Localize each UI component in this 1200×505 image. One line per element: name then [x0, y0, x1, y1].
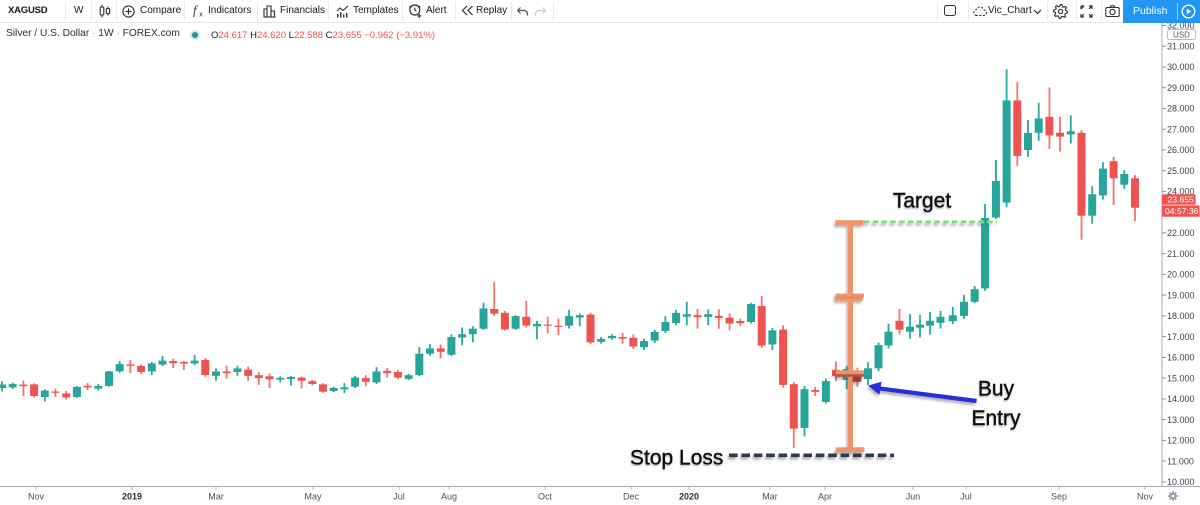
- svg-text:Stop Loss: Stop Loss: [630, 447, 723, 470]
- svg-text:Buy: Buy: [978, 378, 1015, 401]
- svg-text:Jul: Jul: [960, 492, 972, 502]
- svg-text:17.000: 17.000: [1167, 332, 1195, 342]
- svg-text:18.000: 18.000: [1167, 311, 1195, 321]
- svg-text:Mar: Mar: [762, 492, 778, 502]
- svg-text:30.000: 30.000: [1167, 62, 1195, 72]
- svg-text:25.000: 25.000: [1167, 166, 1195, 176]
- svg-text:f: f: [193, 4, 198, 18]
- svg-text:Jun: Jun: [906, 492, 921, 502]
- svg-text:Dec: Dec: [623, 492, 640, 502]
- svg-text:19.000: 19.000: [1167, 290, 1195, 300]
- svg-text:Aug: Aug: [441, 492, 457, 502]
- svg-text:Mar: Mar: [208, 492, 224, 502]
- svg-text:12.000: 12.000: [1167, 436, 1195, 446]
- svg-text:2019: 2019: [122, 492, 142, 502]
- svg-text:22.000: 22.000: [1167, 228, 1195, 238]
- svg-text:21.000: 21.000: [1167, 249, 1195, 259]
- svg-text:20.000: 20.000: [1167, 270, 1195, 280]
- svg-text:29.000: 29.000: [1167, 83, 1195, 93]
- svg-text:23.655: 23.655: [1168, 195, 1195, 205]
- svg-text:Nov: Nov: [1137, 492, 1154, 502]
- svg-text:Apr: Apr: [818, 492, 832, 502]
- svg-text:14.000: 14.000: [1167, 394, 1195, 404]
- svg-text:24.000: 24.000: [1167, 187, 1195, 197]
- svg-text:Target: Target: [893, 190, 952, 213]
- svg-text:Entry: Entry: [971, 407, 1021, 430]
- svg-text:15.000: 15.000: [1167, 373, 1195, 383]
- svg-text:10.000: 10.000: [1167, 477, 1195, 487]
- svg-text:31.000: 31.000: [1167, 41, 1195, 51]
- svg-text:Jul: Jul: [393, 492, 405, 502]
- svg-text:27.000: 27.000: [1167, 124, 1195, 134]
- svg-text:28.000: 28.000: [1167, 104, 1195, 114]
- svg-text:Oct: Oct: [538, 492, 553, 502]
- svg-text:USD: USD: [1173, 30, 1190, 39]
- svg-text:32.000: 32.000: [1167, 21, 1195, 31]
- svg-text:16.000: 16.000: [1167, 353, 1195, 363]
- svg-text:Nov: Nov: [28, 492, 45, 502]
- svg-text:11.000: 11.000: [1167, 456, 1194, 466]
- svg-text:Sep: Sep: [1051, 492, 1067, 502]
- svg-text:26.000: 26.000: [1167, 145, 1195, 155]
- svg-text:04:57:36: 04:57:36: [1165, 206, 1199, 216]
- svg-text:13.000: 13.000: [1167, 415, 1195, 425]
- svg-text:x: x: [199, 12, 203, 19]
- svg-text:May: May: [304, 492, 322, 502]
- svg-text:2020: 2020: [679, 492, 699, 502]
